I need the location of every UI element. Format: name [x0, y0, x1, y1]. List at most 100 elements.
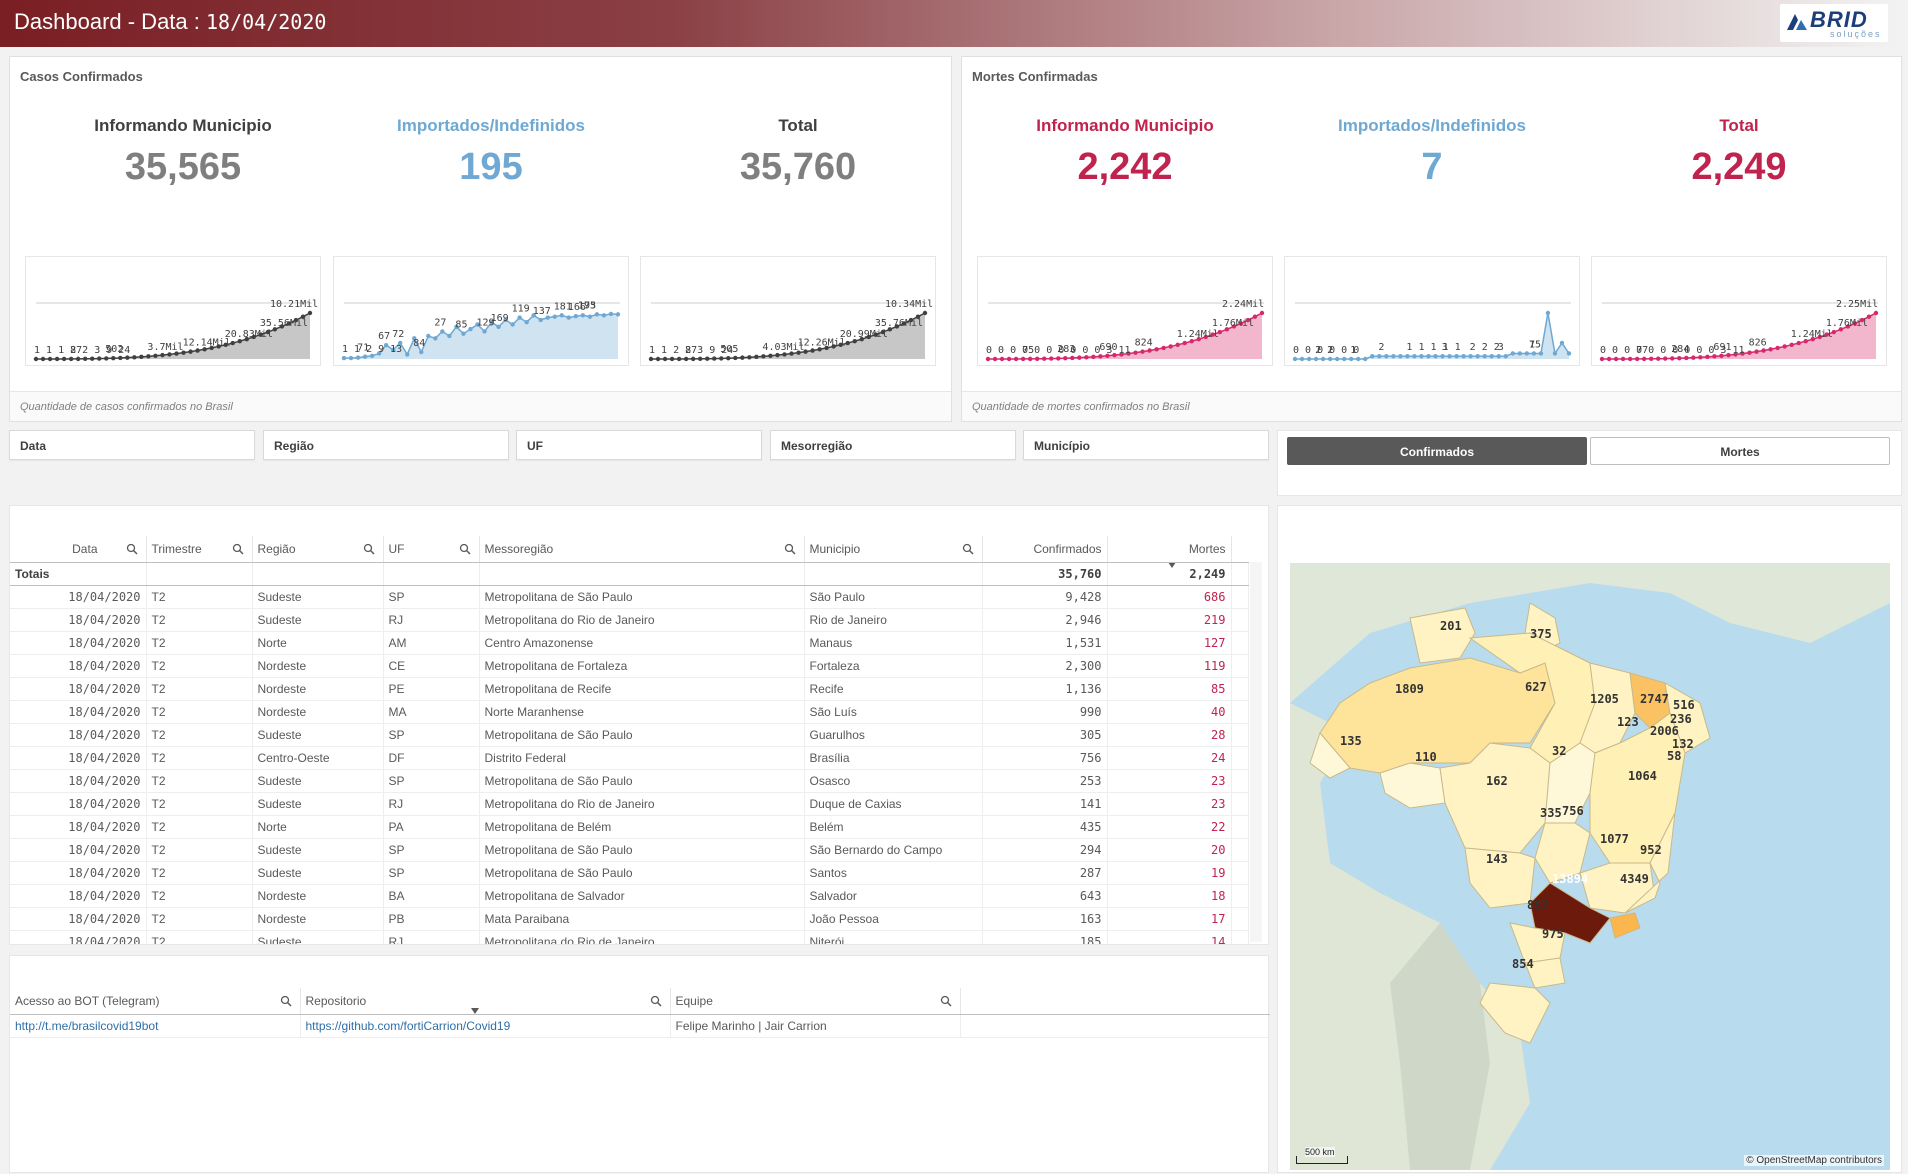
table-cell[interactable]: Norte Maranhense	[479, 700, 805, 724]
sparkline-point[interactable]	[1503, 354, 1508, 359]
search-icon[interactable]	[940, 995, 952, 1007]
sparkline-point[interactable]	[1831, 329, 1837, 335]
sparkline-point[interactable]	[82, 356, 88, 362]
filter-data[interactable]: Data	[9, 430, 255, 460]
table-cell[interactable]: Sudeste	[252, 585, 384, 609]
sparkline-point[interactable]	[1782, 344, 1787, 349]
table-row[interactable]: 18/04/2020 T2 Nordeste PE Metropolitana de R…	[10, 677, 1249, 701]
table-cell[interactable]: SP	[383, 769, 480, 793]
sparkline-point[interactable]	[1349, 356, 1354, 362]
sparkline-point[interactable]	[1154, 347, 1159, 352]
sparkline-point[interactable]	[1754, 349, 1759, 354]
sparkline-point[interactable]	[230, 340, 235, 346]
sparkline-point[interactable]	[789, 351, 794, 356]
sparkline-point[interactable]	[475, 322, 480, 327]
sparkline-point[interactable]	[111, 355, 116, 361]
sparkline-point[interactable]	[740, 355, 745, 360]
sparkline-point[interactable]	[1447, 354, 1452, 359]
sparkline-point[interactable]	[1817, 334, 1822, 340]
sparkline-point[interactable]	[1056, 356, 1061, 361]
table-cell[interactable]: 1,531	[982, 631, 1108, 655]
sparkline-point[interactable]	[690, 356, 696, 362]
sparkline-point[interactable]	[1217, 329, 1223, 335]
sparkline-point[interactable]	[1370, 354, 1375, 359]
brazil-map[interactable]: 201 375 1809 627 1205 2747 516 236 2006 …	[1290, 563, 1890, 1170]
sparkline-point[interactable]	[405, 352, 410, 357]
sparkline-point[interactable]	[139, 354, 144, 360]
table-row[interactable]: 18/04/2020 T2 Nordeste CE Metropolitana de F…	[10, 654, 1249, 678]
table-cell[interactable]: T2	[146, 769, 253, 793]
sparkline-point[interactable]	[153, 353, 158, 358]
table-cell[interactable]: 9,428	[982, 585, 1108, 609]
sparkline-point[interactable]	[468, 326, 473, 332]
table-cell[interactable]: Recife	[804, 677, 983, 701]
sparkline-point[interactable]	[1552, 351, 1558, 356]
sparkline-point[interactable]	[676, 356, 682, 362]
sparkline-point[interactable]	[195, 348, 200, 353]
sparkline-point[interactable]	[1599, 356, 1605, 362]
sparkline-point[interactable]	[1627, 356, 1633, 362]
search-icon[interactable]	[363, 543, 375, 555]
table-row[interactable]: 18/04/2020 T2 Nordeste PB Mata Paraibana João…	[10, 907, 1249, 931]
table-row[interactable]: 18/04/2020 T2 Norte AM Centro Amazonense Mana…	[10, 631, 1249, 655]
sort-desc-icon[interactable]	[470, 1008, 479, 1014]
sparkline-point[interactable]	[54, 356, 60, 362]
table-cell[interactable]: Metropolitana do Rio de Janeiro	[479, 792, 805, 816]
table-cell[interactable]: São Bernardo do Campo	[804, 838, 983, 862]
sparkline-point[interactable]	[1013, 356, 1019, 362]
sparkline-point[interactable]	[1356, 356, 1361, 362]
sparkline-point[interactable]	[237, 338, 242, 344]
tab-mortes[interactable]: Mortes	[1590, 437, 1890, 465]
sparkline-point[interactable]	[1203, 334, 1208, 340]
sparkline-point[interactable]	[1866, 314, 1872, 319]
table-cell[interactable]: Sudeste	[252, 792, 384, 816]
table-cell[interactable]: DF	[383, 746, 480, 770]
sparkline-point[interactable]	[1775, 345, 1780, 351]
table-row[interactable]: 18/04/2020 T2 Sudeste RJ Metropolitana do Ri…	[10, 930, 1249, 944]
sparkline-point[interactable]	[146, 354, 151, 359]
table-cell[interactable]: 119	[1107, 654, 1232, 678]
sparkline-point[interactable]	[1426, 354, 1431, 359]
sparkline-point[interactable]	[97, 356, 102, 361]
sparkline-point[interactable]	[1292, 356, 1298, 362]
table-cell[interactable]: Centro Amazonense	[479, 631, 805, 655]
sparkline-point[interactable]	[1531, 351, 1537, 356]
table-row[interactable]: 18/04/2020 T2 Centro-Oeste DF Distrito Feder…	[10, 746, 1249, 770]
sparkline-point[interactable]	[125, 355, 130, 360]
sparkline-point[interactable]	[272, 327, 278, 332]
table-cell[interactable]: 756	[982, 746, 1108, 770]
col-mortes[interactable]: Mortes	[1107, 536, 1232, 563]
table-cell[interactable]: 24	[1107, 746, 1232, 770]
table-cell[interactable]: 23	[1107, 792, 1232, 816]
sparkline-point[interactable]	[1705, 354, 1710, 360]
sparkline-point[interactable]	[1252, 314, 1258, 319]
sparkline-point[interactable]	[1412, 354, 1417, 359]
sparkline-point[interactable]	[831, 344, 836, 349]
table-cell[interactable]: Brasília	[804, 746, 983, 770]
table-cell[interactable]: Mata Paraibana	[479, 907, 805, 931]
filter-regiao[interactable]: Região	[263, 430, 509, 460]
table-cell[interactable]: Metropolitana de Recife	[479, 677, 805, 701]
sparkline-point[interactable]	[61, 356, 67, 362]
sparkline-point[interactable]	[1613, 356, 1619, 362]
sparkline-point[interactable]	[1119, 352, 1124, 357]
table-cell[interactable]: 20	[1107, 838, 1232, 862]
sparkline-point[interactable]	[1168, 344, 1173, 349]
sparkline-point[interactable]	[1027, 356, 1033, 362]
sparkline-point[interactable]	[655, 356, 661, 362]
spark-mortes-municipio[interactable]: 0 0 0 0 0 0 0 0 0 0 3 11 75 283 690 824 1.24M…	[977, 256, 1273, 366]
sparkline-point[interactable]	[726, 355, 731, 361]
sparkline-point[interactable]	[1112, 352, 1117, 358]
table-cell[interactable]: Guarulhos	[804, 723, 983, 747]
sparkline-point[interactable]	[376, 351, 382, 356]
state-sc[interactable]	[1524, 957, 1566, 989]
sparkline-point[interactable]	[293, 317, 299, 323]
sparkline-point[interactable]	[517, 315, 522, 320]
table-cell[interactable]: 18/04/2020	[10, 815, 147, 839]
table-cell[interactable]: 2,300	[982, 654, 1108, 678]
table-cell[interactable]: Manaus	[804, 631, 983, 655]
table-cell[interactable]: PA	[383, 815, 480, 839]
table-cell[interactable]: Salvador	[804, 884, 983, 908]
state-rj[interactable]	[1609, 912, 1641, 939]
spark-casos-importados[interactable]: 1 1 2 9 13 71 67 72 84 27 85 129 169 119 137 181 166…	[333, 256, 629, 366]
